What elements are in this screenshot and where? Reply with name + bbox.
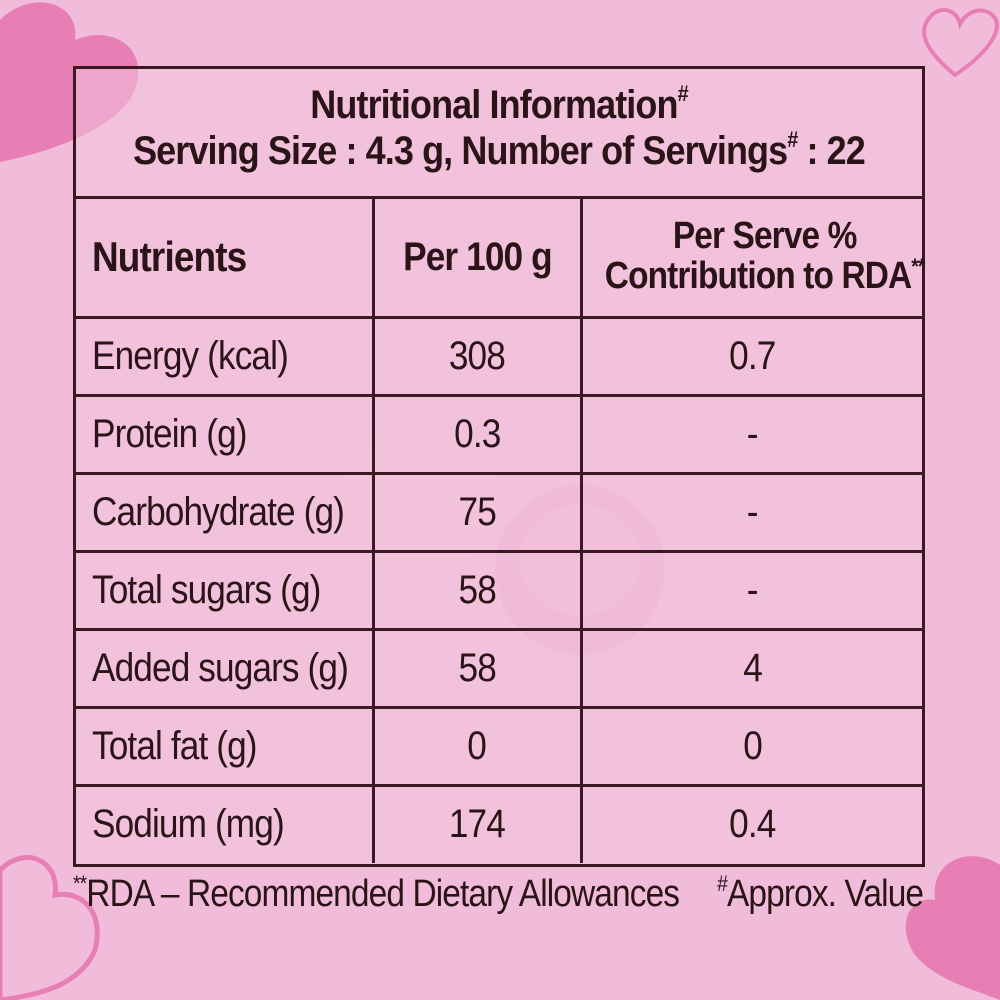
- table-row: Protein (g) 0.3 -: [76, 393, 922, 475]
- nutrient-cell: Sodium (mg): [76, 783, 375, 863]
- nutrient-cell: Total fat (g): [76, 705, 375, 787]
- table-row: Total sugars (g) 58 -: [76, 549, 922, 631]
- table-row: Sodium (mg) 174 0.4: [76, 783, 922, 863]
- panel-title: Nutritional Information#: [310, 81, 689, 127]
- footer-notes: **RDA – Recommended Dietary Allowances #…: [73, 871, 933, 933]
- nutrition-panel: Nutritional Information# Serving Size : …: [73, 66, 925, 867]
- rda-cell: 0.4: [579, 783, 922, 863]
- rda-footnote: **RDA – Recommended Dietary Allowances: [73, 871, 680, 915]
- rda-cell: 0.7: [579, 315, 922, 397]
- rda-cell: 0: [579, 705, 922, 787]
- title-block: Nutritional Information# Serving Size : …: [76, 69, 922, 199]
- rda-cell: -: [579, 471, 922, 553]
- nutrient-cell: Added sugars (g): [76, 627, 375, 709]
- nutrient-cell: Carbohydrate (g): [76, 471, 375, 553]
- rda-cell: -: [579, 393, 922, 475]
- per100-cell: 58: [371, 627, 583, 709]
- nutrition-table: Nutrients Per 100 g Per Serve % Contribu…: [76, 199, 925, 863]
- table-row: Added sugars (g) 58 4: [76, 627, 922, 709]
- nutrient-cell: Energy (kcal): [76, 315, 375, 397]
- hash-mark: #: [787, 127, 798, 152]
- serving-info: Serving Size : 4.3 g, Number of Servings…: [133, 127, 866, 173]
- nutrient-cell: Protein (g): [76, 393, 375, 475]
- table-row: Energy (kcal) 308 0.7: [76, 315, 922, 397]
- header-nutrients: Nutrients: [76, 199, 375, 319]
- rda-cell: 4: [579, 627, 922, 709]
- per100-cell: 0.3: [371, 393, 583, 475]
- per100-cell: 308: [371, 315, 583, 397]
- per100-cell: 58: [371, 549, 583, 631]
- per100-cell: 174: [371, 783, 583, 863]
- heart-decoration-bottom-left: [0, 855, 100, 1000]
- heart-outline-top-right: [922, 8, 999, 78]
- nutrient-cell: Total sugars (g): [76, 549, 375, 631]
- table-row: Carbohydrate (g) 75 -: [76, 471, 922, 553]
- approx-footnote: #Approx. Value: [716, 871, 924, 915]
- per100-cell: 0: [371, 705, 583, 787]
- hash-mark: #: [677, 81, 689, 106]
- header-rda: Per Serve % Contribution to RDA**: [579, 199, 925, 319]
- heart-decoration-bottom-right: [905, 856, 1000, 1000]
- table-header-row: Nutrients Per 100 g Per Serve % Contribu…: [76, 199, 925, 319]
- table-row: Total fat (g) 0 0: [76, 705, 922, 787]
- per100-cell: 75: [371, 471, 583, 553]
- rda-cell: -: [579, 549, 922, 631]
- header-per-100g: Per 100 g: [371, 199, 583, 319]
